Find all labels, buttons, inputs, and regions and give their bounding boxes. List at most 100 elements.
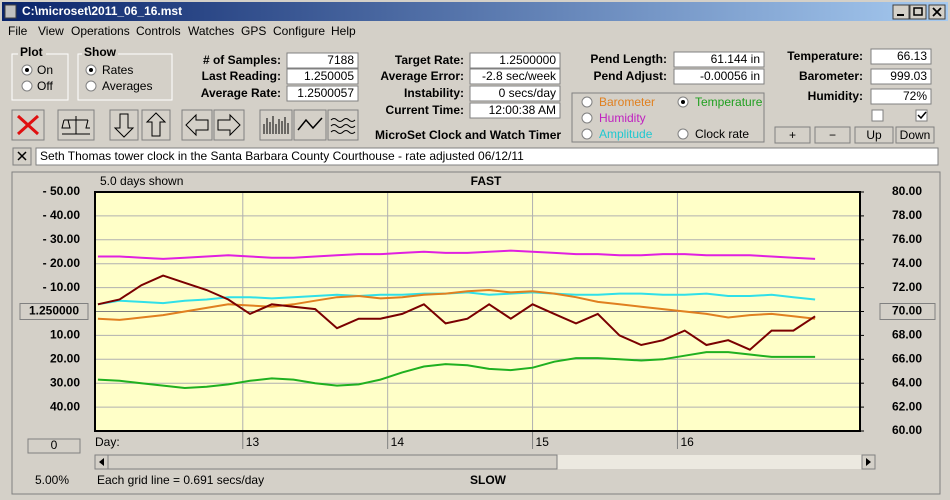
note-text: Seth Thomas tower clock in the Santa Bar…	[40, 149, 524, 163]
field-label: Barometer:	[799, 69, 863, 83]
field-label: Pend Adjust:	[593, 69, 667, 83]
radio-button[interactable]	[21, 80, 33, 92]
y2-tick-label: 76.00	[892, 232, 922, 246]
radio-label[interactable]: Averages	[102, 79, 152, 93]
radio-dot	[681, 100, 685, 104]
note-box[interactable]	[35, 147, 939, 166]
title-bar	[2, 2, 948, 21]
y-tick-label: - 50.00	[43, 184, 81, 198]
field-box	[469, 52, 561, 69]
field-box	[673, 68, 765, 85]
radio-label[interactable]: Off	[37, 79, 53, 93]
toolbar[interactable]	[11, 109, 359, 141]
field-box	[870, 68, 932, 85]
days-shown: 5.0 days shown	[100, 174, 183, 188]
menu-item[interactable]: GPS	[241, 24, 266, 38]
y2-tick-label: 78.00	[892, 208, 922, 222]
button-label[interactable]: +	[789, 128, 796, 142]
x-axis-label: Day:	[95, 435, 120, 449]
field-value: 12:00:38 AM	[489, 103, 556, 117]
field-label: Instability:	[404, 86, 464, 100]
group-title-bg	[82, 47, 118, 59]
field-label: Temperature:	[787, 49, 863, 63]
field-label: Average Rate:	[201, 86, 281, 100]
radio-button[interactable]	[581, 96, 593, 108]
menu-item[interactable]: Operations	[71, 24, 130, 38]
button[interactable]	[774, 126, 811, 144]
radio-label[interactable]: Clock rate	[695, 127, 749, 141]
button[interactable]	[895, 126, 935, 144]
y-tick-label: 20.00	[50, 351, 80, 365]
app-title: MicroSet Clock and Watch Timer	[375, 128, 561, 142]
button-label[interactable]: −	[829, 128, 836, 142]
field-label: # of Samples:	[203, 53, 281, 67]
field-value: 999.03	[890, 69, 927, 83]
group-title: Show	[84, 45, 117, 59]
menu-item[interactable]: Watches	[188, 24, 234, 38]
field-value: 1.2500057	[297, 86, 354, 100]
offset-button[interactable]	[27, 438, 81, 454]
y2-tick-label: 64.00	[892, 375, 922, 389]
menu-item[interactable]: Controls	[136, 24, 181, 38]
y-tick-label: 30.00	[50, 375, 80, 389]
button[interactable]	[814, 126, 851, 144]
checkbox[interactable]	[915, 109, 928, 122]
radio-label[interactable]: Humidity	[599, 111, 646, 125]
radio-button[interactable]	[581, 112, 593, 124]
field-box	[286, 52, 359, 69]
menu-item[interactable]: View	[38, 24, 64, 38]
fast-label: FAST	[471, 174, 502, 188]
scrollbar[interactable]	[94, 454, 876, 470]
field-box	[286, 85, 359, 102]
y-tick-label: 40.00	[50, 399, 80, 413]
plot-frame	[94, 191, 861, 432]
tick-button[interactable]	[19, 303, 89, 320]
field-value: 66.13	[897, 49, 927, 63]
radio-button[interactable]	[581, 128, 593, 140]
radio-label[interactable]: On	[37, 63, 53, 77]
radio-label[interactable]: Temperature	[695, 95, 763, 109]
radio-button[interactable]	[677, 128, 689, 140]
button[interactable]	[854, 126, 894, 144]
menu-item[interactable]: Configure	[273, 24, 325, 38]
field-box	[870, 88, 932, 105]
x-tick-label: 16	[680, 435, 694, 449]
window-controls[interactable]	[892, 4, 946, 20]
tick-button[interactable]	[879, 303, 936, 320]
field-label: Humidity:	[808, 89, 863, 103]
check-mark	[917, 111, 927, 120]
radio-button[interactable]	[85, 80, 97, 92]
radio-dot	[25, 68, 29, 72]
y-tick-label: 10.00	[50, 328, 80, 342]
field-label: Average Error:	[380, 69, 464, 83]
graph-options-box	[571, 92, 765, 143]
offset-button-label[interactable]: 0	[51, 438, 58, 452]
field-value: 7188	[327, 53, 354, 67]
menu-item[interactable]: Help	[331, 24, 356, 38]
group-title-bg	[18, 47, 46, 59]
button-label[interactable]: Up	[866, 128, 882, 142]
menu-item[interactable]: File	[8, 24, 28, 38]
field-box	[469, 102, 561, 119]
y2-tick-label: 80.00	[892, 184, 922, 198]
field-label: Pend Length:	[590, 52, 667, 66]
y2-tick-label: 74.00	[892, 256, 922, 270]
grid-note: Each grid line = 0.691 secs/day	[97, 473, 264, 487]
field-value: 0 secs/day	[499, 86, 556, 100]
scale-percent: 5.00%	[35, 473, 69, 487]
field-value: 1.2500000	[499, 53, 556, 67]
radio-label[interactable]: Rates	[102, 63, 133, 77]
radio-label[interactable]: Barometer	[599, 95, 655, 109]
checkbox[interactable]	[871, 109, 884, 122]
button-label[interactable]: Down	[900, 128, 931, 142]
y2-tick-label: 60.00	[892, 423, 922, 437]
radio-label[interactable]: Amplitude	[599, 127, 653, 141]
show-group	[77, 53, 173, 101]
field-box	[673, 51, 765, 68]
y-tick-label: - 20.00	[43, 256, 81, 270]
field-label: Last Reading:	[202, 69, 281, 83]
slow-label: SLOW	[470, 473, 507, 487]
y-tick-label: - 40.00	[43, 208, 81, 222]
y-tick-label: - 10.00	[43, 280, 81, 294]
window-title: C:\microset\2011_06_16.mst	[22, 4, 182, 18]
